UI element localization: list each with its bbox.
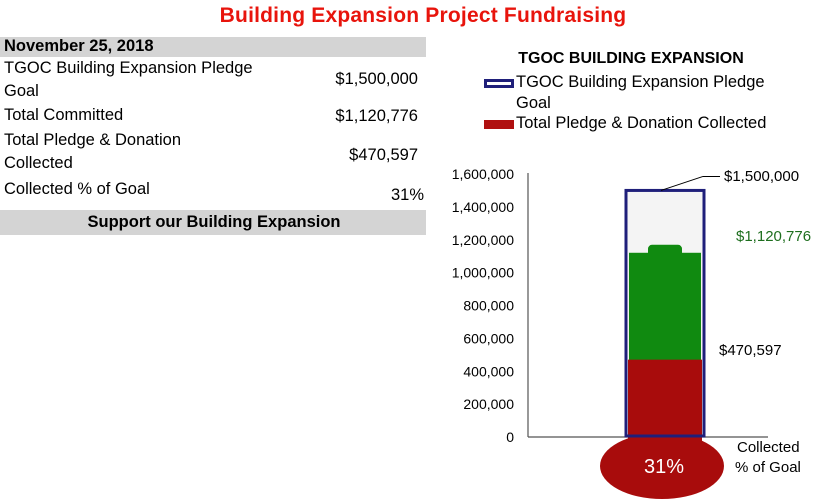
percent-caption-line1: Collected <box>737 439 800 456</box>
legend-goal-line1: TGOC Building Expansion Pledge <box>516 73 765 91</box>
thermometer-bulb <box>600 433 724 499</box>
y-tick-label: 1,400,000 <box>452 199 514 215</box>
report-date: November 25, 2018 <box>4 37 154 55</box>
pledge-goal-value: $1,500,000 <box>335 70 418 88</box>
total-collected-label: Total Pledge & Donation Collected <box>4 129 181 175</box>
pledge-goal-label-prefix: TGOC <box>4 59 52 77</box>
goal-outline-bar <box>624 188 706 438</box>
committed-bar-cap <box>648 244 682 257</box>
total-committed-label: Total Committed <box>4 106 124 124</box>
legend-goal-swatch <box>484 79 514 88</box>
y-axis-labels: 0 200,000 400,000 600,000 800,000 1,000,000 1,… <box>452 166 515 445</box>
total-collected-label-main: Total Pledge & Donation <box>4 131 182 149</box>
pledge-goal-label: TGOC Building Expansion Pledge Goal <box>4 57 253 103</box>
goal-annotation: $1,500,000 <box>724 168 799 185</box>
legend-collected-text: Total Pledge & Donation Collected <box>516 114 767 132</box>
percent-caption-line2: % of Goal <box>735 459 801 476</box>
y-tick-label: 1,000,000 <box>452 265 514 281</box>
y-tick-label: 1,200,000 <box>452 232 514 248</box>
y-tick-label: 0 <box>506 429 514 445</box>
legend-collected-swatch <box>484 120 514 129</box>
pledge-goal-label-main: Building Expansion Pledge <box>51 59 253 77</box>
date-bar: November 25, 2018 <box>0 37 426 57</box>
goal-leader-line <box>660 175 704 191</box>
y-tick-label: 800,000 <box>463 298 514 314</box>
percent-label: 31% <box>644 456 684 478</box>
y-tick-label: 1,600,000 <box>452 166 514 182</box>
pledge-goal-label-line2: Goal <box>4 82 39 100</box>
collected-bar <box>628 359 702 443</box>
chart-title: TGOC BUILDING EXPANSION <box>518 50 744 67</box>
collected-percent-label: Collected % of Goal <box>4 180 150 198</box>
committed-annotation: $1,120,776 <box>736 228 811 245</box>
y-tick-label: 200,000 <box>463 396 514 412</box>
total-committed-value: $1,120,776 <box>335 107 418 125</box>
collected-annotation: $470,597 <box>719 342 782 359</box>
page-title: Building Expansion Project Fundraising <box>219 4 627 27</box>
support-banner: Support our Building Expansion <box>0 210 426 235</box>
y-tick-label: 400,000 <box>463 363 514 379</box>
legend-goal-text: TGOC Building Expansion Pledge Goal <box>516 72 765 114</box>
support-text: Support our Building Expansion <box>87 213 341 231</box>
total-collected-label-line2: Collected <box>4 154 73 172</box>
y-tick-label: 600,000 <box>463 330 514 346</box>
collected-percent-value: 31% <box>390 186 424 204</box>
total-collected-value: $470,597 <box>349 146 418 164</box>
legend-goal-line2: Goal <box>516 94 551 112</box>
